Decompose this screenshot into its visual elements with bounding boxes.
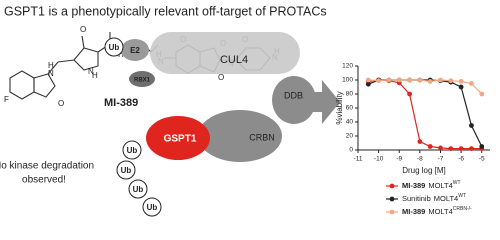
x-tick-label: -9 bbox=[396, 156, 402, 163]
ub-shape bbox=[142, 197, 162, 217]
note: observed! bbox=[22, 175, 66, 186]
legend-cell-line: MOLT4 bbox=[428, 181, 452, 190]
y-tick-label: 40 bbox=[346, 119, 354, 126]
data-point bbox=[376, 78, 382, 84]
x-tick-label: -8 bbox=[417, 156, 423, 163]
legend-marker bbox=[389, 196, 395, 202]
legend-cell-line: MOLT4 bbox=[428, 207, 452, 216]
rbx1-shape bbox=[129, 71, 155, 87]
ub-label: Ub bbox=[127, 146, 138, 155]
atom-label: N bbox=[48, 69, 54, 78]
y-axis-label: %viability bbox=[335, 91, 344, 124]
legend-entry: MI-389 MOLT4WT bbox=[402, 180, 461, 190]
data-point bbox=[396, 77, 402, 83]
series-line bbox=[368, 79, 482, 150]
data-point bbox=[365, 77, 371, 83]
gspt1-label: GSPT1 bbox=[164, 134, 197, 145]
data-point bbox=[417, 139, 423, 145]
series-line bbox=[368, 79, 483, 95]
atom-label: O bbox=[80, 25, 86, 34]
graphical-abstract: GSPT1 is a phenotypically relevant off-t… bbox=[0, 4, 490, 217]
legend-genotype: WT bbox=[458, 193, 466, 199]
data-point bbox=[365, 81, 371, 87]
ddb1-label: DDB1 bbox=[284, 90, 308, 100]
legend-entry: MI-389 MOLT4CRBN-/- bbox=[402, 206, 472, 216]
ub-shape bbox=[116, 160, 136, 180]
gspt1-shape bbox=[146, 116, 210, 160]
x-axis-label: Drug log [M] bbox=[402, 166, 446, 175]
y-tick-label: 0 bbox=[349, 147, 353, 154]
crbn-shape bbox=[198, 110, 282, 162]
ub-label: Ub bbox=[121, 166, 132, 175]
data-point bbox=[479, 144, 485, 149]
legend-cell-line: MOLT4 bbox=[434, 194, 458, 203]
compound-name: MI-389 bbox=[104, 97, 138, 109]
data-point bbox=[438, 77, 443, 83]
legend-genotype: CRBN-/- bbox=[453, 206, 472, 212]
ub-label: Ub bbox=[133, 185, 144, 194]
data-point bbox=[417, 77, 423, 83]
data-point bbox=[479, 91, 485, 97]
data-point bbox=[407, 91, 412, 97]
e2-shape bbox=[121, 39, 149, 61]
x-tick-label: -11 bbox=[354, 156, 363, 163]
title: GSPT1 is a phenotypically relevant off-t… bbox=[4, 4, 327, 18]
data-point bbox=[458, 146, 464, 152]
atom-label: H bbox=[48, 61, 54, 70]
data-point bbox=[469, 146, 474, 152]
data-point bbox=[427, 79, 433, 84]
atom-label: H bbox=[92, 71, 98, 80]
arrow bbox=[304, 80, 340, 124]
data-point bbox=[448, 78, 454, 84]
series-line bbox=[368, 79, 483, 147]
crbn-label: CRBN bbox=[249, 132, 275, 142]
ub-shape bbox=[128, 179, 148, 199]
atom-label: O bbox=[58, 99, 64, 108]
atom-label: O bbox=[218, 73, 224, 82]
ub-label: Ub bbox=[147, 203, 158, 212]
data-point bbox=[386, 77, 392, 83]
e2-label: E2 bbox=[130, 46, 140, 55]
y-tick-label: 20 bbox=[346, 133, 354, 140]
x-tick-label: -5 bbox=[479, 156, 485, 163]
legend-name: MI-389 bbox=[402, 207, 425, 216]
data-point bbox=[438, 145, 443, 151]
data-point bbox=[458, 84, 464, 90]
atom-label: F bbox=[4, 95, 9, 104]
rbx1-label: RBX1 bbox=[134, 78, 151, 84]
data-point bbox=[458, 79, 464, 84]
y-tick-label: 60 bbox=[346, 105, 354, 112]
legend-name: Sunitinib bbox=[402, 194, 431, 203]
data-point bbox=[427, 144, 433, 149]
x-tick-label: -6 bbox=[458, 156, 464, 163]
y-tick-label: 120 bbox=[342, 63, 353, 70]
legend-marker bbox=[389, 209, 395, 215]
ub-label: Ub bbox=[109, 43, 120, 52]
data-point bbox=[469, 81, 474, 86]
x-tick-label: -7 bbox=[438, 156, 444, 163]
ub-shape bbox=[122, 140, 142, 160]
x-tick-label: -10 bbox=[374, 156, 384, 163]
legend-entry: Sunitinib MOLT4WT bbox=[402, 193, 466, 203]
legend-name: MI-389 bbox=[402, 181, 425, 190]
data-point bbox=[407, 77, 412, 83]
atom-label: H bbox=[118, 50, 124, 59]
data-point bbox=[469, 123, 474, 128]
note: No kinase degradation bbox=[0, 161, 94, 172]
ub-shape bbox=[104, 37, 124, 57]
y-tick-label: 100 bbox=[342, 77, 353, 84]
atom-label: N bbox=[88, 67, 94, 76]
legend-marker bbox=[389, 183, 395, 189]
legend-genotype: WT bbox=[453, 180, 461, 186]
y-tick-label: 80 bbox=[346, 91, 354, 98]
cul4-shape bbox=[150, 32, 300, 74]
data-point bbox=[448, 146, 454, 152]
cul4-label: CUL4 bbox=[220, 54, 248, 66]
